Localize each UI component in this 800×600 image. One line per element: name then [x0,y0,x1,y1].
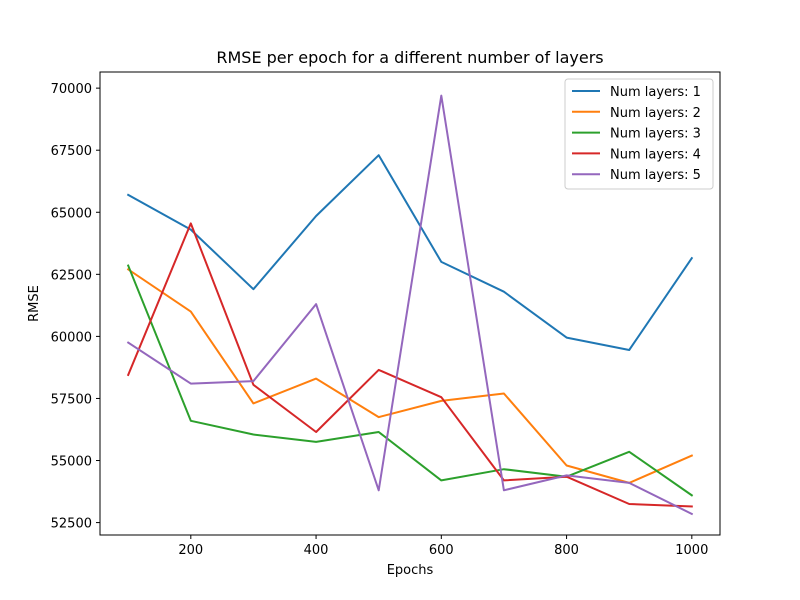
x-tick-label: 200 [178,543,203,558]
x-axis: 200 400 600 800 1000 [178,535,708,558]
y-axis-title: RMSE [27,285,42,322]
y-tick-label: 60000 [51,330,92,345]
legend-label-1: Num layers: 1 [610,85,701,100]
y-tick-label: 55000 [51,455,92,470]
y-tick-label: 52500 [51,517,92,532]
x-tick-label: 400 [304,543,329,558]
series-line-1 [126,154,694,351]
x-tick-label: 600 [429,543,454,558]
legend-label-3: Num layers: 3 [610,127,701,142]
legend-label-4: Num layers: 4 [610,147,701,162]
series-line-3 [126,264,694,497]
x-axis-title: Epochs [387,563,434,578]
y-tick-label: 57500 [51,392,92,407]
y-tick-label: 65000 [51,206,92,221]
series-layer [126,94,694,516]
y-axis: 52500 55000 57500 60000 62500 65000 67500 70000 [51,82,100,532]
y-tick-label: 67500 [51,144,92,159]
legend-label-5: Num layers: 5 [610,168,701,183]
series-line-4 [126,222,693,508]
series-line-5 [126,94,694,516]
y-tick-label: 62500 [51,268,92,283]
legend: Num layers: 1 Num layers: 2 Num layers: 3 N… [564,78,714,190]
legend-label-2: Num layers: 2 [610,106,701,121]
x-tick-label: 1000 [675,543,708,558]
plot-frame [99,71,721,536]
chart-title: RMSE per epoch for a different number of… [216,48,603,67]
legend-box [564,78,714,190]
y-tick-label: 70000 [51,82,92,97]
series-line-2 [126,268,694,484]
x-tick-label: 800 [554,543,579,558]
